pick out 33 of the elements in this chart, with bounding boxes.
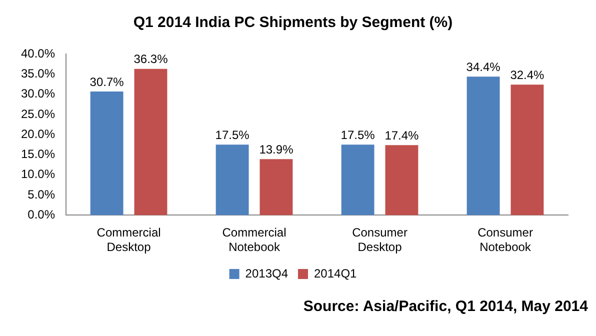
x-tick-label: Consumer Notebook — [478, 226, 533, 254]
bar — [134, 68, 168, 216]
data-label: 17.5% — [215, 128, 250, 142]
x-tick-label: Commercial Desktop — [96, 226, 161, 254]
data-label: 17.5% — [340, 128, 376, 142]
y-tick-label: 30.0% — [20, 86, 56, 101]
bar — [510, 84, 544, 216]
y-tick-label: 20.0% — [20, 126, 56, 141]
bar — [216, 144, 249, 216]
bar — [260, 159, 293, 216]
x-tick-label: Consumer Desktop — [352, 226, 408, 254]
chart-title: Q1 2014 India PC Shipments by Segment (%) — [133, 14, 453, 32]
source-note: Source: Asia/Pacific, Q1 2014, May 2014 — [302, 298, 588, 315]
bar — [385, 145, 418, 216]
y-tick-label: 10.0% — [20, 167, 56, 182]
bar — [341, 144, 374, 216]
data-label: 36.3% — [134, 52, 168, 66]
legend-label: 2014Q1 — [314, 266, 358, 280]
data-label: 30.7% — [90, 74, 124, 89]
y-tick-label: 5.0% — [28, 187, 56, 202]
y-tick-label: 15.0% — [20, 147, 56, 162]
legend-label: 2013Q4 — [245, 266, 288, 280]
data-label: 17.4% — [384, 128, 420, 142]
data-label: 34.4% — [466, 60, 501, 74]
bar — [466, 76, 500, 216]
y-tick-label: 35.0% — [20, 66, 56, 80]
data-label: 32.4% — [510, 68, 545, 82]
y-tick-label: 40.0% — [20, 46, 56, 60]
bar — [90, 91, 124, 216]
x-tick-label: Commercial Notebook — [222, 226, 286, 254]
y-tick-label: 25.0% — [20, 106, 56, 121]
y-tick-label: 0.0% — [28, 208, 56, 222]
data-label: 13.9% — [259, 142, 294, 156]
